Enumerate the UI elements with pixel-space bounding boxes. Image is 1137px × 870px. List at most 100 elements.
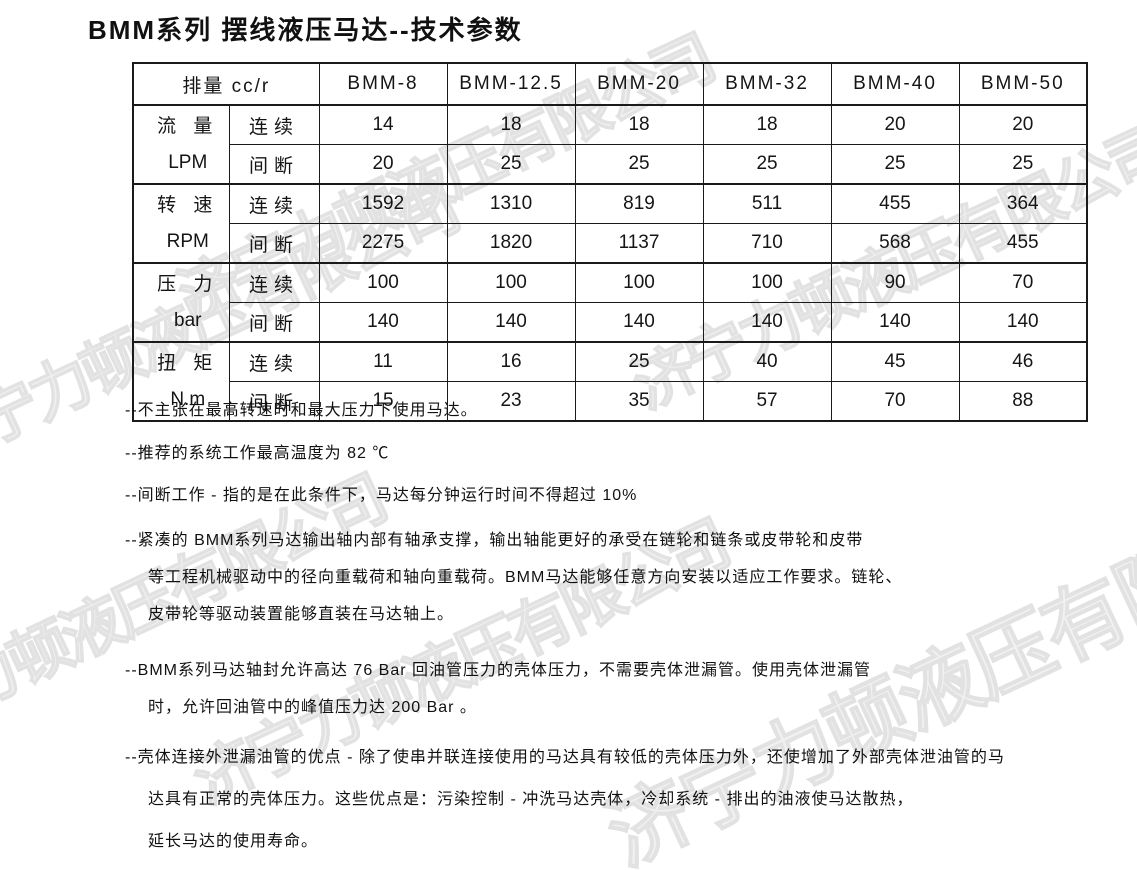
tech-parameters-table: 排量 cc/r BMM-8 BMM-12.5 BMM-20 BMM-32 BMM… (132, 62, 1089, 422)
mode-cell: 间断 (228, 223, 320, 264)
value-cell: 70 (830, 381, 960, 422)
param-cell-pressure: 压 力 bar (132, 262, 230, 343)
value-cell: 16 (446, 341, 576, 382)
value-cell: 57 (702, 381, 832, 422)
param-unit: LPM (168, 151, 208, 173)
value-cell: 100 (702, 262, 832, 303)
table-row: 间断 20 25 25 25 25 25 (133, 144, 1088, 185)
param-cell-flow: 流 量 LPM (132, 104, 230, 185)
value-cell: 140 (958, 302, 1088, 343)
value-cell: 18 (574, 104, 704, 145)
value-cell: 568 (830, 223, 960, 264)
value-cell: 20 (958, 104, 1088, 145)
value-cell: 20 (830, 104, 960, 145)
param-cell-speed: 转 速 RPM (132, 183, 230, 264)
param-unit: bar (174, 309, 202, 331)
note-intermittent-duty: --间断工作 - 指的是在此条件下，马达每分钟运行时间不得超过 10% (125, 477, 1130, 514)
value-cell: 455 (958, 223, 1088, 264)
value-cell: 455 (830, 183, 960, 224)
page-title: BMM系列 摆线液压马达--技术参数 (88, 15, 523, 45)
table-row: 间断 2275 1820 1137 710 568 455 (133, 223, 1088, 264)
note-line: --间断工作 - 指的是在此条件下，马达每分钟运行时间不得超过 10% (125, 487, 638, 504)
value-cell: 1137 (574, 223, 704, 264)
model-header-bmm50: BMM-50 (958, 62, 1088, 106)
value-cell: 88 (958, 381, 1088, 422)
note-line: --不主张在最高转速时和最大压力下使用马达。 (125, 402, 478, 419)
value-cell: 25 (574, 144, 704, 185)
value-cell: 45 (830, 341, 960, 382)
table-row: 压 力 bar 连续 100 100 100 100 90 70 (132, 262, 1088, 343)
mode-cell: 连续 (228, 341, 320, 382)
value-cell: 100 (574, 262, 704, 303)
value-cell: 100 (318, 262, 448, 303)
model-header-bmm12-5: BMM-12.5 (446, 62, 576, 106)
table-row: 间断 140 140 140 140 140 140 (133, 302, 1088, 343)
mode-cell: 连续 (228, 183, 320, 224)
value-cell: 18 (446, 104, 576, 145)
param-name: 流 量 (157, 115, 219, 137)
value-cell: 140 (446, 302, 576, 343)
value-cell: 364 (958, 183, 1088, 224)
value-cell: 46 (958, 341, 1088, 382)
value-cell: 2275 (318, 223, 448, 264)
value-cell: 18 (702, 104, 832, 145)
mode-cell: 间断 (228, 302, 320, 343)
value-cell: 11 (318, 341, 448, 382)
table-header-row: 排量 cc/r BMM-8 BMM-12.5 BMM-20 BMM-32 BMM… (132, 62, 1088, 106)
note-line: --推荐的系统工作最高温度为 82 ℃ (125, 445, 390, 462)
mode-cell: 连续 (228, 104, 320, 145)
note-output-shaft-bearing: --紧凑的 BMM系列马达输出轴内部有轴承支撑，输出轴能更好的承受在链轮和链条或… (125, 522, 1130, 633)
note-line: 延长马达的使用寿命。 (148, 833, 319, 850)
note-line: --BMM系列马达轴封允许高达 76 Bar 回油管压力的壳体压力，不需要壳体泄… (125, 662, 872, 679)
value-cell: 15 (318, 381, 448, 422)
value-cell: 20 (318, 144, 448, 185)
table-row: 间断 15 23 35 57 70 88 (133, 381, 1088, 422)
value-cell: 40 (702, 341, 832, 382)
value-cell: 25 (574, 341, 704, 382)
value-cell: 23 (446, 381, 576, 422)
note-line: 时，允许回油管中的峰值压力达 200 Bar 。 (148, 699, 477, 716)
note-max-temperature: --推荐的系统工作最高温度为 82 ℃ (125, 435, 1130, 472)
note-line: --紧凑的 BMM系列马达输出轴内部有轴承支撑，输出轴能更好的承受在链轮和链条或… (125, 532, 864, 549)
value-cell: 70 (958, 262, 1088, 303)
value-cell: 25 (702, 144, 832, 185)
value-cell: 1310 (446, 183, 576, 224)
value-cell: 140 (830, 302, 960, 343)
table-row: 流 量 LPM 连续 14 18 18 18 20 20 (132, 104, 1088, 185)
model-header-bmm8: BMM-8 (318, 62, 448, 106)
value-cell: 25 (446, 144, 576, 185)
table-row: 转 速 RPM 连续 1592 1310 819 511 455 364 (132, 183, 1088, 264)
mode-cell: 间断 (228, 381, 320, 422)
value-cell: 511 (702, 183, 832, 224)
value-cell: 35 (574, 381, 704, 422)
mode-cell: 连续 (228, 262, 320, 303)
value-cell: 140 (702, 302, 832, 343)
param-name: 转 速 (157, 194, 219, 216)
value-cell: 1592 (318, 183, 448, 224)
note-line: --壳体连接外泄漏油管的优点 - 除了使串并联连接使用的马达具有较低的壳体压力外… (125, 749, 1005, 766)
param-unit: RPM (166, 230, 209, 252)
value-cell: 100 (446, 262, 576, 303)
value-cell: 25 (958, 144, 1088, 185)
param-name: 压 力 (157, 273, 219, 295)
note-line: 皮带轮等驱动装置能够直装在马达轴上。 (148, 606, 455, 623)
value-cell: 25 (830, 144, 960, 185)
model-header-bmm32: BMM-32 (702, 62, 832, 106)
param-cell-torque: 扭 矩 N.m (132, 341, 230, 422)
note-case-drain-advantages: --壳体连接外泄漏油管的优点 - 除了使串并联连接使用的马达具有较低的壳体压力外… (125, 737, 1130, 863)
table-row: 扭 矩 N.m 连续 11 16 25 40 45 46 (132, 341, 1088, 422)
value-cell: 1820 (446, 223, 576, 264)
value-cell: 710 (702, 223, 832, 264)
model-header-bmm20: BMM-20 (574, 62, 704, 106)
value-cell: 14 (318, 104, 448, 145)
param-unit: N.m (170, 388, 206, 410)
note-line: 达具有正常的壳体压力。这些优点是：污染控制 - 冲洗马达壳体，冷却系统 - 排出… (148, 791, 914, 808)
note-shaft-seal-pressure: --BMM系列马达轴封允许高达 76 Bar 回油管压力的壳体压力，不需要壳体泄… (125, 652, 1130, 726)
note-max-speed-pressure: --不主张在最高转速时和最大压力下使用马达。 (125, 392, 1130, 429)
value-cell: 90 (830, 262, 960, 303)
displacement-header-cell: 排量 cc/r (132, 62, 320, 106)
model-header-bmm40: BMM-40 (830, 62, 960, 106)
value-cell: 140 (318, 302, 448, 343)
mode-cell: 间断 (228, 144, 320, 185)
